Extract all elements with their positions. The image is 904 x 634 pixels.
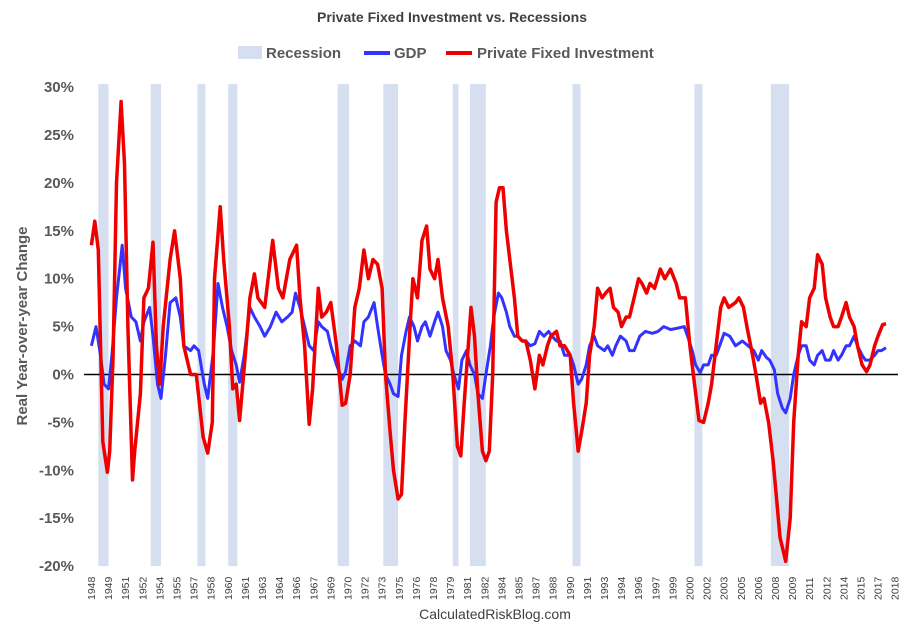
- x-tick-label: 2011: [804, 577, 816, 600]
- x-tick-label: 1988: [548, 576, 560, 600]
- x-tick-label: 1963: [257, 576, 269, 600]
- x-tick-label: 1993: [599, 576, 611, 600]
- recession-band: [694, 84, 703, 567]
- y-axis-label: Real Year-over-year Change: [14, 227, 31, 426]
- y-tick-label: -5%: [47, 414, 74, 431]
- x-axis-ticks: 1948 1949 1951 1952 1954 1955 1957 1958 1960 1961…: [86, 576, 902, 600]
- x-tick-label: 2003: [719, 576, 731, 600]
- x-tick-label: 1960: [223, 576, 235, 600]
- y-tick-label: 30%: [44, 79, 74, 96]
- x-tick-label: 1990: [565, 576, 577, 600]
- x-tick-label: 2017: [873, 576, 885, 600]
- x-tick-label: 2009: [787, 576, 799, 600]
- chart-title: Private Fixed Investment vs. Recessions: [317, 9, 587, 25]
- recession-band: [228, 84, 238, 567]
- x-tick-label: 2018: [890, 576, 902, 600]
- x-tick-label: 2014: [838, 576, 850, 600]
- y-tick-label: 25%: [44, 127, 74, 144]
- x-tick-label: 1985: [514, 576, 526, 600]
- y-tick-label: 5%: [52, 319, 74, 336]
- recession-band: [572, 84, 581, 567]
- recession-band: [383, 84, 399, 567]
- x-tick-label: 1955: [172, 576, 184, 600]
- x-tick-label: 1991: [582, 576, 594, 600]
- y-tick-label: -20%: [39, 558, 74, 575]
- x-tick-label: 1966: [291, 576, 303, 600]
- recession-band: [452, 84, 459, 567]
- series-lines: [89, 99, 887, 564]
- pfi-line: [89, 99, 887, 564]
- x-tick-label: 1970: [343, 576, 355, 600]
- recession-band: [337, 84, 350, 567]
- y-axis-ticks: 30% 25% 20% 15% 10% 5% 0% -5% -10% -15% -20%: [39, 79, 74, 575]
- x-tick-label: 1973: [377, 576, 389, 600]
- x-tick-label: 1954: [154, 576, 166, 600]
- legend: Recession GDP Private Fixed Investment: [238, 45, 654, 62]
- x-tick-label: 2005: [736, 576, 748, 600]
- x-tick-label: 1964: [274, 576, 286, 600]
- x-tick-label: 1969: [325, 576, 337, 600]
- x-tick-label: 1982: [479, 576, 491, 600]
- x-tick-label: 1984: [496, 576, 508, 600]
- recession-band: [98, 84, 109, 567]
- x-tick-label: 1951: [120, 576, 132, 600]
- gdp-line: [89, 243, 887, 415]
- x-tick-label: 2002: [702, 576, 714, 600]
- x-tick-label: 1975: [394, 576, 406, 600]
- x-tick-label: 1994: [616, 576, 628, 600]
- x-tick-label: 2012: [821, 576, 833, 600]
- legend-gdp-label: GDP: [394, 45, 427, 62]
- x-tick-label: 1957: [189, 576, 201, 600]
- y-tick-label: -15%: [39, 510, 74, 527]
- x-tick-label: 2006: [753, 576, 765, 600]
- y-tick-label: 20%: [44, 175, 74, 192]
- x-tick-label: 2000: [685, 576, 697, 600]
- x-tick-label: 1979: [445, 576, 457, 600]
- x-tick-label: 1978: [428, 576, 440, 600]
- source-label: CalculatedRiskBlog.com: [419, 606, 571, 622]
- x-tick-label: 1961: [240, 576, 252, 600]
- legend-pfi-label: Private Fixed Investment: [477, 45, 654, 62]
- x-tick-label: 1948: [86, 576, 98, 600]
- x-tick-label: 1999: [667, 576, 679, 600]
- recession-band: [197, 84, 206, 567]
- x-tick-label: 1996: [633, 576, 645, 600]
- legend-recession-swatch: [238, 46, 262, 59]
- x-tick-label: 1981: [462, 576, 474, 600]
- x-tick-label: 2008: [770, 576, 782, 600]
- y-tick-label: 15%: [44, 223, 74, 240]
- x-tick-label: 1958: [206, 576, 218, 600]
- y-tick-label: -10%: [39, 462, 74, 479]
- x-tick-label: 1987: [531, 576, 543, 600]
- legend-recession-label: Recession: [266, 45, 341, 62]
- x-tick-label: 1997: [650, 576, 662, 600]
- y-tick-label: 0%: [52, 367, 74, 384]
- x-tick-label: 2015: [856, 576, 868, 600]
- recession-band: [770, 84, 790, 567]
- recession-bands: [98, 84, 790, 567]
- y-tick-label: 10%: [44, 271, 74, 288]
- x-tick-label: 1976: [411, 576, 423, 600]
- x-tick-label: 1967: [308, 576, 320, 600]
- x-tick-label: 1972: [360, 576, 372, 600]
- x-tick-label: 1952: [137, 576, 149, 600]
- x-tick-label: 1949: [103, 576, 115, 600]
